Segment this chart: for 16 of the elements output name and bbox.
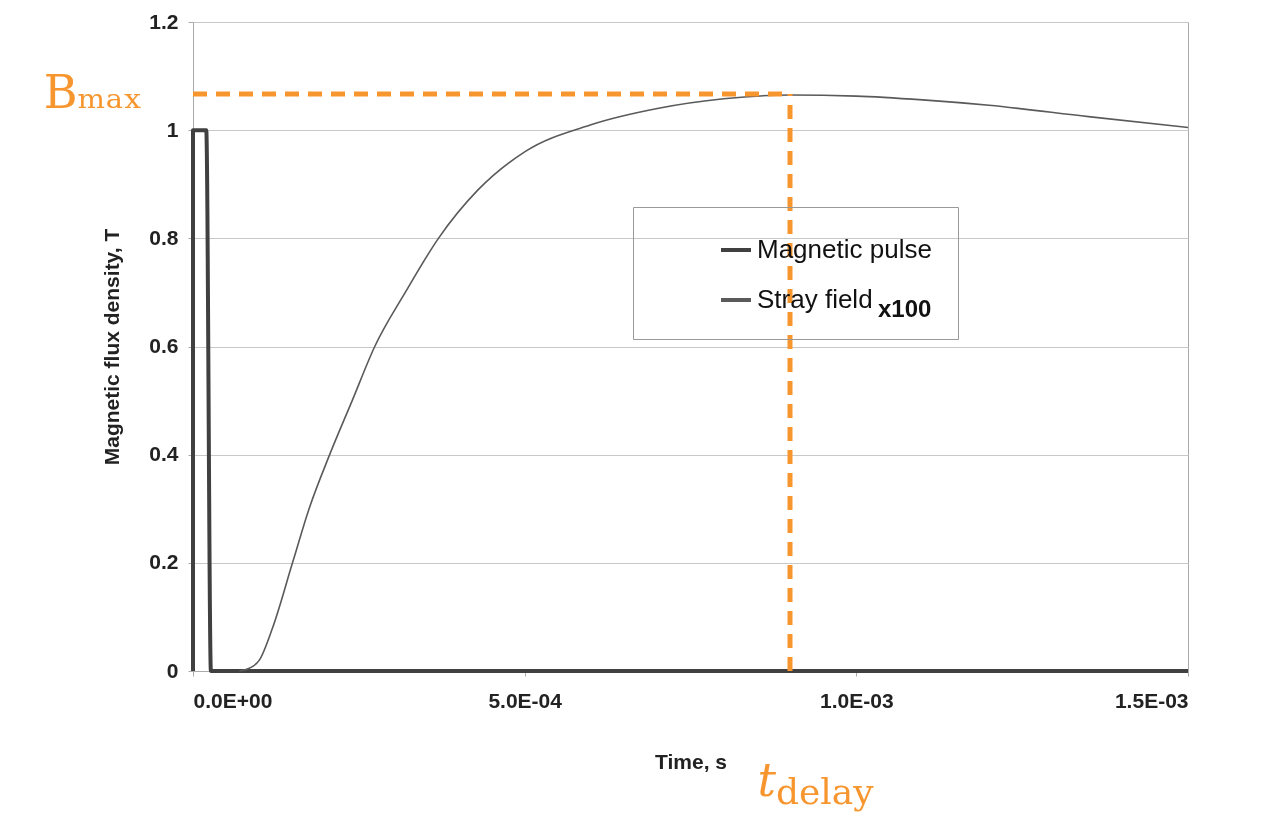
x-axis-title: Time, s <box>655 749 727 773</box>
y-tick-label: 0.2 <box>149 550 179 574</box>
ref-line-label: Bₘₐₓ <box>43 64 143 119</box>
y-tick-label: 0 <box>166 658 179 682</box>
y-tick-label: 0.4 <box>149 442 179 466</box>
y-tick-label: 1.2 <box>149 9 179 33</box>
x-tick-label: 0.0E+00 <box>193 688 273 712</box>
y-axis-title: Magnetic flux density, T <box>100 228 124 466</box>
y-tick-label: 0.8 <box>149 225 179 249</box>
legend-label: Stray field <box>757 284 873 314</box>
x-tick-label: 5.0E-04 <box>488 688 563 712</box>
x-tick-label: 1.5E-03 <box>1114 688 1189 712</box>
y-tick-label: 0.6 <box>149 334 179 357</box>
annotation: x100 <box>878 295 932 322</box>
y-tick-label: 1 <box>166 117 179 141</box>
x-tick-label: 1.0E-03 <box>820 688 894 712</box>
